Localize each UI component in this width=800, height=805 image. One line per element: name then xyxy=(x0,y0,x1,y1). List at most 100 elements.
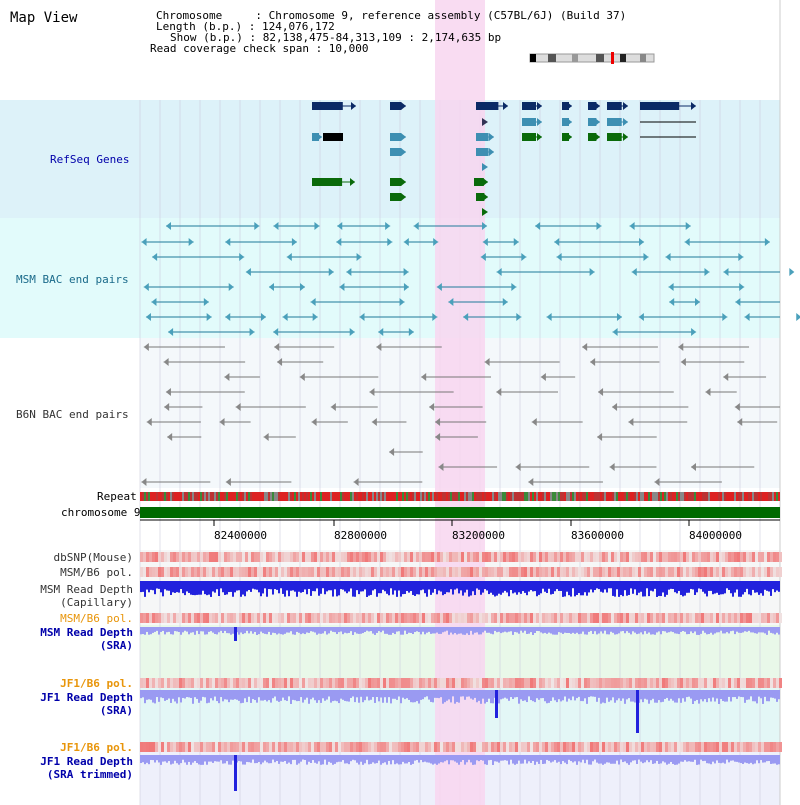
gene-arrow xyxy=(595,102,600,110)
heat-cell xyxy=(494,552,497,562)
heat-cell xyxy=(665,742,668,752)
repeat-block xyxy=(290,492,292,501)
depth-bar xyxy=(574,581,576,597)
depth-bar xyxy=(648,755,650,763)
heat-cell xyxy=(296,552,299,562)
depth-bar xyxy=(714,627,716,634)
track-label-jf1-depth-sra[interactable]: JF1 Read Depth xyxy=(40,691,133,704)
depth-bar xyxy=(466,690,468,697)
depth-bar xyxy=(768,755,770,762)
depth-bar xyxy=(624,690,626,704)
repeat-block xyxy=(362,492,364,501)
track-label-dbsnp[interactable]: dbSNP(Mouse) xyxy=(53,551,133,564)
heat-cell xyxy=(359,567,362,577)
depth-bar xyxy=(496,581,498,596)
heat-cell xyxy=(428,678,431,688)
depth-bar xyxy=(634,627,636,633)
track-label-jf1-depth-trim[interactable]: JF1 Read Depth xyxy=(40,755,133,768)
depth-bar xyxy=(696,755,698,765)
depth-bar xyxy=(340,690,342,699)
depth-bar xyxy=(560,627,562,633)
track-label-msm-b6-pol[interactable]: MSM/B6 pol. xyxy=(60,566,133,579)
track-label-msm-b6-pol-2[interactable]: MSM/B6 pol. xyxy=(60,612,133,625)
depth-bar xyxy=(652,755,654,764)
repeat-block xyxy=(624,492,626,501)
depth-bar xyxy=(264,627,266,634)
depth-bar xyxy=(222,755,224,764)
depth-bar xyxy=(704,581,706,594)
repeat-block xyxy=(656,492,658,501)
depth-bar xyxy=(436,581,438,595)
depth-bar xyxy=(522,627,524,633)
depth-bar xyxy=(484,755,486,765)
depth-bar xyxy=(724,755,726,764)
ideogram-band xyxy=(596,54,604,62)
repeat-block xyxy=(396,492,398,501)
depth-bar xyxy=(774,755,776,764)
heat-cell xyxy=(314,678,317,688)
heat-cell xyxy=(161,678,164,688)
depth-bar xyxy=(298,627,300,633)
heat-cell xyxy=(176,742,179,752)
depth-bar xyxy=(462,581,464,596)
heat-cell xyxy=(503,742,506,752)
bac-end xyxy=(597,433,603,441)
heat-cell xyxy=(629,613,632,623)
depth-bar xyxy=(208,627,210,632)
heat-cell xyxy=(317,613,320,623)
heat-cell xyxy=(719,567,722,577)
bac-end xyxy=(260,313,266,321)
depth-bar xyxy=(614,581,616,597)
heat-cell xyxy=(572,678,575,688)
depth-bar xyxy=(260,581,262,597)
heat-cell xyxy=(368,567,371,577)
track-label-b6n-bac[interactable]: B6N BAC end pairs xyxy=(16,408,129,421)
track-label-repeat[interactable]: Repeat xyxy=(97,490,137,503)
depth-bar xyxy=(160,690,162,698)
repeat-block xyxy=(264,492,266,501)
heat-cell xyxy=(446,552,449,562)
heat-cell xyxy=(377,678,380,688)
gene-exon xyxy=(312,178,343,186)
ideogram-band xyxy=(640,54,646,62)
heat-cell xyxy=(659,613,662,623)
depth-bar xyxy=(650,755,652,761)
depth-bar xyxy=(410,755,412,765)
depth-bar xyxy=(678,581,680,591)
heat-cell xyxy=(752,552,755,562)
depth-bar xyxy=(230,627,232,635)
depth-bar xyxy=(240,690,242,704)
repeat-block xyxy=(632,492,634,501)
depth-bar xyxy=(498,581,500,594)
heat-cell xyxy=(224,742,227,752)
depth-bar xyxy=(206,581,208,596)
repeat-block xyxy=(176,492,178,501)
heat-cell xyxy=(242,552,245,562)
track-label-msm-depth-cap[interactable]: MSM Read Depth xyxy=(40,583,133,596)
depth-bar xyxy=(290,581,292,591)
track-label-msm-depth-sra[interactable]: MSM Read Depth xyxy=(40,626,133,639)
heat-cell xyxy=(236,552,239,562)
heat-cell xyxy=(731,613,734,623)
depth-bar xyxy=(654,755,656,764)
repeat-block xyxy=(778,492,780,501)
heat-cell xyxy=(593,742,596,752)
track-label-jf1-b6-pol[interactable]: JF1/B6 pol. xyxy=(60,677,133,690)
track-label-msm-bac[interactable]: MSM BAC end pairs xyxy=(16,273,129,286)
depth-bar xyxy=(752,755,754,765)
depth-bar xyxy=(174,581,176,593)
depth-bar xyxy=(298,755,300,764)
track-label-chromosome[interactable]: chromosome 9 xyxy=(61,506,141,519)
repeat-block xyxy=(746,492,748,501)
depth-bar xyxy=(666,755,668,765)
depth-bar xyxy=(142,755,144,763)
heat-cell xyxy=(767,613,770,623)
heat-cell xyxy=(233,742,236,752)
heat-cell xyxy=(275,613,278,623)
track-label-jf1-b6-pol-2[interactable]: JF1/B6 pol. xyxy=(60,741,133,754)
track-label-refseq[interactable]: RefSeq Genes xyxy=(50,153,130,166)
depth-bar xyxy=(560,755,562,765)
depth-bar xyxy=(440,627,442,634)
depth-bar xyxy=(598,627,600,634)
depth-bar xyxy=(398,690,400,697)
